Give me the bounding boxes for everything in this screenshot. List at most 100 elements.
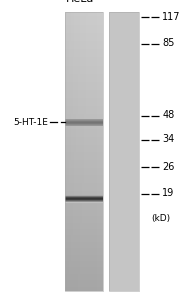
Bar bbox=[65, 269, 103, 270]
Bar bbox=[65, 218, 103, 219]
Bar bbox=[65, 152, 103, 153]
Bar bbox=[65, 60, 103, 61]
Bar bbox=[65, 223, 103, 224]
Bar bbox=[65, 20, 103, 21]
Bar bbox=[65, 146, 103, 147]
Bar bbox=[65, 161, 103, 162]
Bar bbox=[90, 12, 92, 291]
Bar bbox=[65, 207, 103, 208]
Bar bbox=[65, 134, 103, 135]
Bar bbox=[74, 12, 76, 291]
Bar bbox=[65, 196, 103, 197]
Bar bbox=[65, 22, 103, 23]
Bar bbox=[65, 283, 103, 284]
Bar bbox=[65, 214, 103, 215]
Bar bbox=[65, 261, 103, 262]
Bar bbox=[65, 139, 103, 140]
Bar bbox=[65, 224, 103, 225]
Bar bbox=[65, 115, 103, 116]
Bar bbox=[65, 47, 103, 48]
Bar bbox=[65, 29, 103, 30]
Bar bbox=[65, 82, 103, 83]
Bar bbox=[65, 26, 103, 27]
Bar bbox=[65, 145, 103, 146]
Bar bbox=[65, 184, 103, 185]
Bar bbox=[65, 258, 103, 259]
Bar bbox=[65, 136, 103, 137]
Bar bbox=[65, 74, 103, 75]
Bar bbox=[65, 72, 103, 73]
Bar bbox=[65, 199, 103, 200]
Bar bbox=[65, 35, 103, 36]
Bar bbox=[65, 95, 103, 96]
Bar bbox=[65, 108, 103, 109]
Bar bbox=[99, 12, 101, 291]
Bar bbox=[76, 12, 78, 291]
Bar bbox=[65, 160, 103, 161]
Bar bbox=[65, 194, 103, 195]
Bar bbox=[65, 112, 103, 113]
Bar bbox=[65, 165, 103, 166]
Bar bbox=[65, 34, 103, 35]
Bar bbox=[65, 178, 103, 179]
Bar bbox=[65, 204, 103, 205]
Bar bbox=[65, 177, 103, 178]
Bar bbox=[65, 163, 103, 164]
Bar bbox=[65, 155, 103, 156]
Bar bbox=[65, 104, 103, 105]
Bar bbox=[65, 170, 103, 171]
Bar bbox=[65, 40, 103, 41]
Bar bbox=[65, 28, 103, 29]
Bar bbox=[65, 51, 103, 52]
Bar bbox=[65, 271, 103, 272]
Bar bbox=[65, 32, 103, 33]
Bar bbox=[65, 246, 103, 247]
Bar bbox=[65, 266, 103, 267]
Bar bbox=[65, 17, 103, 18]
Bar bbox=[65, 116, 103, 117]
Bar bbox=[65, 101, 103, 102]
Bar bbox=[65, 281, 103, 282]
Bar bbox=[65, 254, 103, 255]
Bar bbox=[65, 135, 103, 136]
Bar bbox=[65, 141, 103, 142]
Bar bbox=[65, 12, 103, 13]
Bar bbox=[65, 56, 103, 57]
Bar bbox=[65, 61, 103, 62]
Bar bbox=[65, 166, 103, 167]
Bar bbox=[65, 75, 103, 76]
Bar bbox=[65, 132, 103, 133]
Bar bbox=[65, 185, 103, 186]
Bar bbox=[65, 71, 103, 72]
Text: 19: 19 bbox=[162, 188, 175, 199]
Bar bbox=[101, 12, 103, 291]
Bar bbox=[65, 268, 103, 269]
Bar bbox=[65, 287, 103, 288]
Bar bbox=[65, 201, 103, 202]
Bar bbox=[65, 106, 103, 107]
Bar bbox=[65, 111, 103, 112]
Bar bbox=[65, 12, 103, 291]
Bar bbox=[84, 12, 86, 291]
Bar bbox=[65, 276, 103, 277]
Bar bbox=[65, 38, 103, 39]
Bar bbox=[65, 187, 103, 188]
Bar bbox=[65, 50, 103, 51]
Bar bbox=[65, 129, 103, 130]
Bar bbox=[65, 171, 103, 172]
Bar bbox=[65, 231, 103, 232]
Bar bbox=[86, 12, 88, 291]
Bar bbox=[65, 181, 103, 182]
Bar bbox=[65, 100, 103, 101]
Bar bbox=[65, 98, 103, 99]
Bar bbox=[65, 273, 103, 274]
Bar bbox=[65, 175, 103, 176]
Bar bbox=[65, 277, 103, 278]
Bar bbox=[65, 86, 103, 87]
Bar bbox=[65, 179, 103, 180]
Bar bbox=[65, 151, 103, 152]
Bar bbox=[65, 232, 103, 233]
Bar bbox=[65, 127, 103, 128]
Bar bbox=[65, 200, 103, 201]
Bar bbox=[65, 110, 103, 111]
